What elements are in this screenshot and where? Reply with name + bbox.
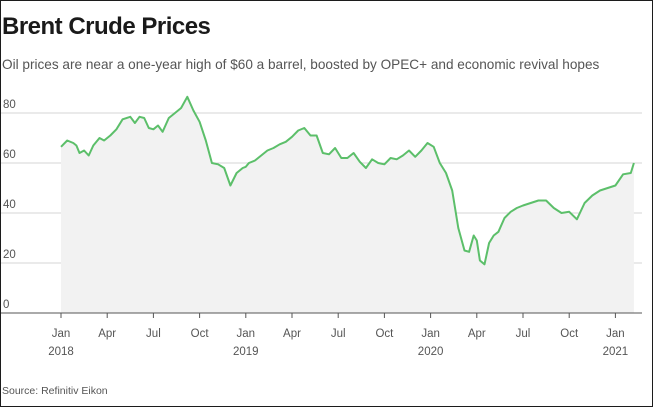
y-tick-label-0: 0 bbox=[3, 299, 9, 311]
x-tick-year-label: 2018 bbox=[48, 346, 74, 358]
x-tick-label: Jul bbox=[331, 328, 346, 340]
x-axis-ticks: Jan 2018 Apr Jul Oct Jan 2019 Apr Jul Oct Jan 2020 A… bbox=[48, 313, 628, 358]
price-area-fill bbox=[61, 96, 634, 313]
y-axis-ticks: 0 20 40 60 80 bbox=[3, 99, 16, 311]
y-tick-label-80: 80 bbox=[3, 99, 16, 111]
x-tick-label: Oct bbox=[191, 328, 210, 340]
x-tick-label: Apr bbox=[283, 328, 301, 340]
x-tick-label: Oct bbox=[375, 328, 394, 340]
x-tick-label: Jan bbox=[237, 328, 256, 340]
x-tick-label: Jan bbox=[52, 328, 71, 340]
chart-subtitle: Oil prices are near a one-year high of $… bbox=[2, 57, 600, 72]
x-tick-label: Jan bbox=[606, 328, 625, 340]
y-tick-label-40: 40 bbox=[3, 199, 16, 211]
x-tick-label: Jul bbox=[516, 328, 531, 340]
x-tick-label: Apr bbox=[468, 328, 486, 340]
price-series-line bbox=[60, 95, 635, 266]
x-tick-label: Jul bbox=[146, 328, 161, 340]
y-tick-label-60: 60 bbox=[3, 149, 16, 161]
x-tick-year-label: 2019 bbox=[233, 346, 259, 358]
chart-title: Brent Crude Prices bbox=[2, 13, 211, 40]
x-tick-year-label: 2020 bbox=[418, 346, 444, 358]
x-tick-year-label: 2021 bbox=[603, 346, 629, 358]
y-tick-label-20: 20 bbox=[3, 249, 16, 261]
x-tick-label: Apr bbox=[98, 328, 116, 340]
x-tick-label: Oct bbox=[560, 328, 579, 340]
x-tick-label: Jan bbox=[421, 328, 440, 340]
source-note: Source: Refinitiv Eikon bbox=[2, 385, 108, 397]
